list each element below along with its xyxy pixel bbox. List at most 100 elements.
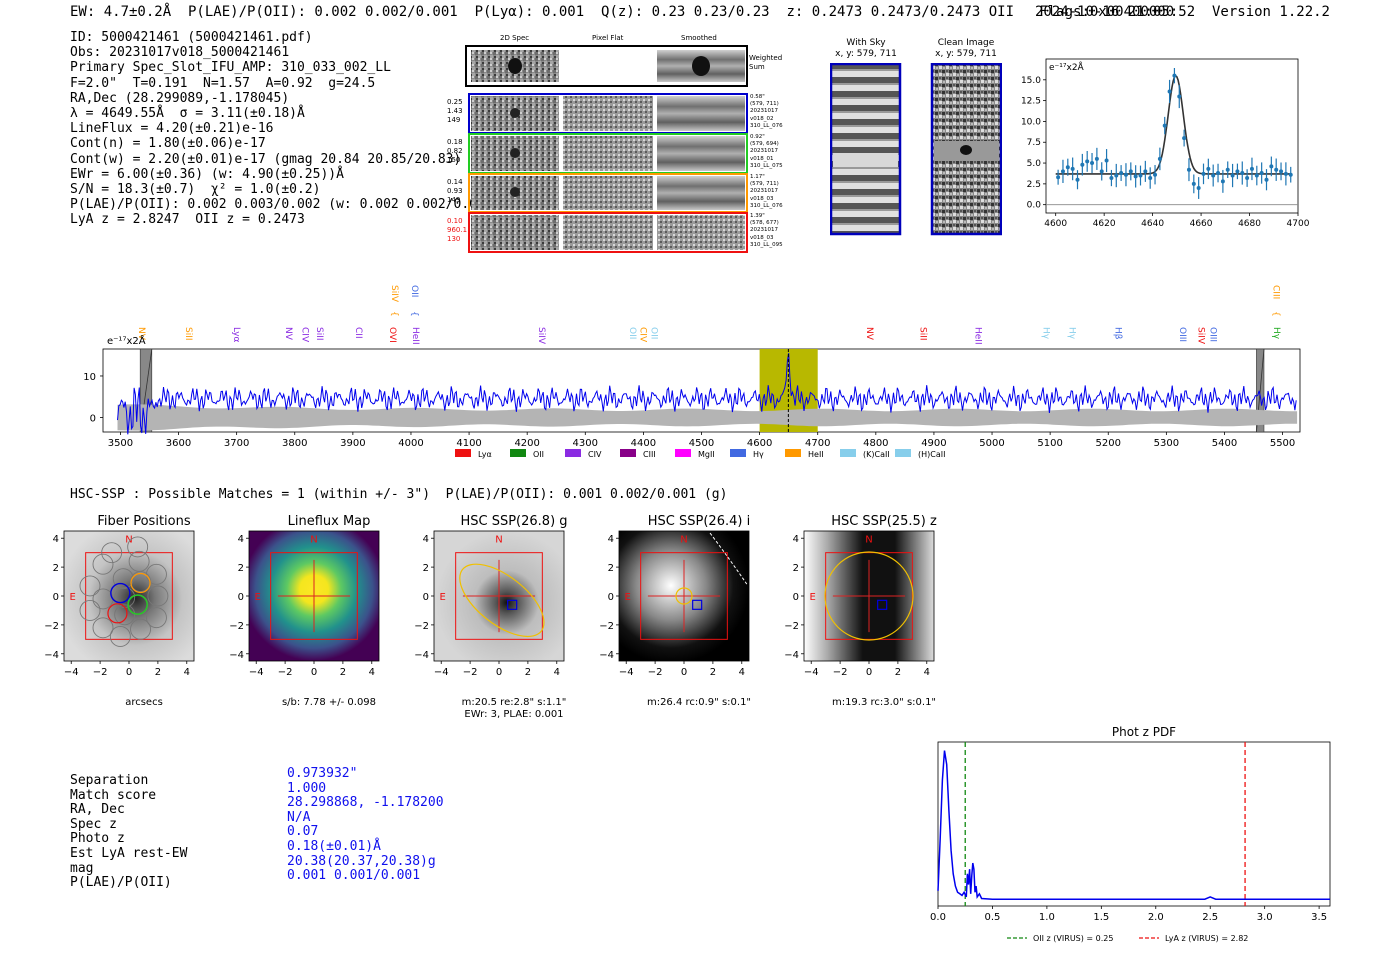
spectrum-error-band <box>117 404 1298 431</box>
fiber-circle <box>127 536 149 558</box>
meta-value: v018_03 <box>750 234 774 241</box>
panel-y-tick-label: 2 <box>608 563 614 574</box>
data-point <box>1206 166 1211 171</box>
stat-value: 130 <box>447 235 461 243</box>
data-point <box>1070 166 1075 171</box>
x-tick-label: 3.5 <box>1311 912 1327 923</box>
spectral-line-label: CII <box>353 327 363 339</box>
panel-x-tick-label: 4 <box>924 667 930 678</box>
spectral-line-label: NV <box>283 327 293 341</box>
cutout-row-frame <box>468 212 748 253</box>
legend-swatch <box>510 449 526 457</box>
legend-label: OII <box>533 450 544 459</box>
weighted-smoothed-source <box>692 56 710 76</box>
row-source-dot <box>510 108 520 118</box>
meta-value: 20231017 <box>750 148 778 155</box>
x-tick-label: 4660 <box>1190 219 1213 229</box>
match-label: Spec z <box>70 816 117 832</box>
panel-x-tick-label: 2 <box>895 667 901 678</box>
x-tick-label: 4600 <box>747 438 772 449</box>
row-stats: 0.10 960.1 130 <box>447 217 467 244</box>
meta-value: 20231017 <box>750 108 778 115</box>
x-tick-label: 5000 <box>979 438 1004 449</box>
spectral-line-label: OVI <box>387 327 397 343</box>
photz-curve <box>937 750 1330 900</box>
panel-y-tick-label: 2 <box>793 563 799 574</box>
weighted-sum-label: Weighted Sum <box>749 54 783 71</box>
row-meta: 1.39" (578, 677) 20231017 v018_03 310_LL… <box>750 213 783 249</box>
spectral-line-labels: NV{SiII{Lyα{NV{CIV{SiII{CII{OVI{HeII{SiI… <box>136 285 1281 359</box>
source-ellipse <box>459 563 545 638</box>
spectral-line-label: SiII <box>918 327 928 341</box>
line-fit-unit-label: e⁻¹⁷x2Å <box>1049 61 1085 73</box>
data-point <box>1279 169 1284 174</box>
meta-value: v018_03 <box>750 195 774 202</box>
spectrum-legend: Lyα OII CIV CIII MgII Hγ HeII (K)CaII (H)CaII <box>455 449 945 459</box>
legend-swatch <box>620 449 636 457</box>
match-value: 0.07 <box>287 824 319 840</box>
data-point <box>1211 173 1216 178</box>
panel-caption: arcsecs <box>125 697 163 708</box>
row-2d-spec <box>471 215 559 250</box>
panel-y-tick-label: −4 <box>229 650 244 661</box>
weighted-2d-source <box>508 58 522 74</box>
row-smoothed <box>657 96 745 131</box>
x-tick-label: 3700 <box>224 438 249 449</box>
match-labels: Separation Match score RA, Dec Spec z Ph… <box>70 773 187 891</box>
meta-value: 310_LL_076 <box>750 122 783 129</box>
stat-value: 0.10 <box>447 217 463 225</box>
y-tick-label: 5.0 <box>1027 159 1042 169</box>
spectral-line-label: NV <box>136 327 146 341</box>
fiber-primary <box>110 582 131 604</box>
x-tick-label: 1.0 <box>1039 912 1055 923</box>
x-tick-label: 4100 <box>456 438 481 449</box>
panel-y-tick-label: 4 <box>53 534 59 545</box>
panel-y-tick-label: −4 <box>44 650 59 661</box>
fiber-circle <box>112 568 134 590</box>
info-line: Obs: 20231017v018_5000421461 <box>70 45 290 61</box>
legend-swatch <box>895 449 911 457</box>
data-point <box>1177 94 1182 99</box>
stat-value: 0.93 <box>447 187 463 195</box>
y-tick-label: 7.5 <box>1027 138 1041 148</box>
search-box <box>825 552 913 640</box>
with-sky-title: With Sky x, y: 579, 711 <box>830 38 902 60</box>
row-pixel-flat <box>563 96 653 131</box>
legend-label: CIV <box>588 450 602 459</box>
data-point <box>1191 181 1196 186</box>
x-tick-label: 4000 <box>398 438 423 449</box>
fiber-circle <box>92 553 114 575</box>
panel-y-tick-label: −4 <box>414 650 429 661</box>
match-value: 0.001 0.001/0.001 <box>287 868 421 884</box>
spectral-line-label: OIII <box>1177 327 1187 342</box>
row-stats: 0.18 0.82 150 <box>447 138 463 165</box>
legend-label: (H)CaII <box>918 450 945 459</box>
data-point <box>1186 167 1191 172</box>
panel-x-tick-label: −2 <box>648 667 663 678</box>
data-point <box>1056 175 1061 180</box>
data-point <box>1143 169 1148 174</box>
panel-x-tick-label: 0 <box>311 667 317 678</box>
match-values: 0.973932" 1.000 28.298868, -1.178200 N/A… <box>287 766 444 884</box>
data-point <box>1114 173 1119 178</box>
legend-swatch <box>730 449 746 457</box>
panel-title: HSC SSP(26.4) i <box>647 514 751 529</box>
data-point <box>1274 167 1279 172</box>
legend-label: MgII <box>698 450 715 459</box>
spectral-line-label: SiII <box>314 327 324 341</box>
data-point <box>1157 156 1162 161</box>
data-point <box>1259 171 1264 176</box>
panel-x-tick-label: 2 <box>340 667 346 678</box>
legend-label: HeII <box>808 450 824 459</box>
info-line: Primary Spec_Slot_IFU_AMP: 310_033_002_L… <box>70 60 391 76</box>
meta-value: (578, 677) <box>750 220 779 227</box>
data-point <box>1153 172 1158 177</box>
x-tick-label: 4640 <box>1141 219 1164 229</box>
spectral-line-bracket: { <box>389 311 399 317</box>
line-fit-x-ticks: 4600 4620 4640 4660 4680 4700 <box>1044 213 1310 229</box>
spectral-line-label: SiIV <box>1195 327 1205 345</box>
fiber-circle <box>109 625 131 647</box>
fiber-circle <box>147 585 169 607</box>
catalog-marker <box>692 599 703 610</box>
panel-x-tick-label: −4 <box>434 667 449 678</box>
